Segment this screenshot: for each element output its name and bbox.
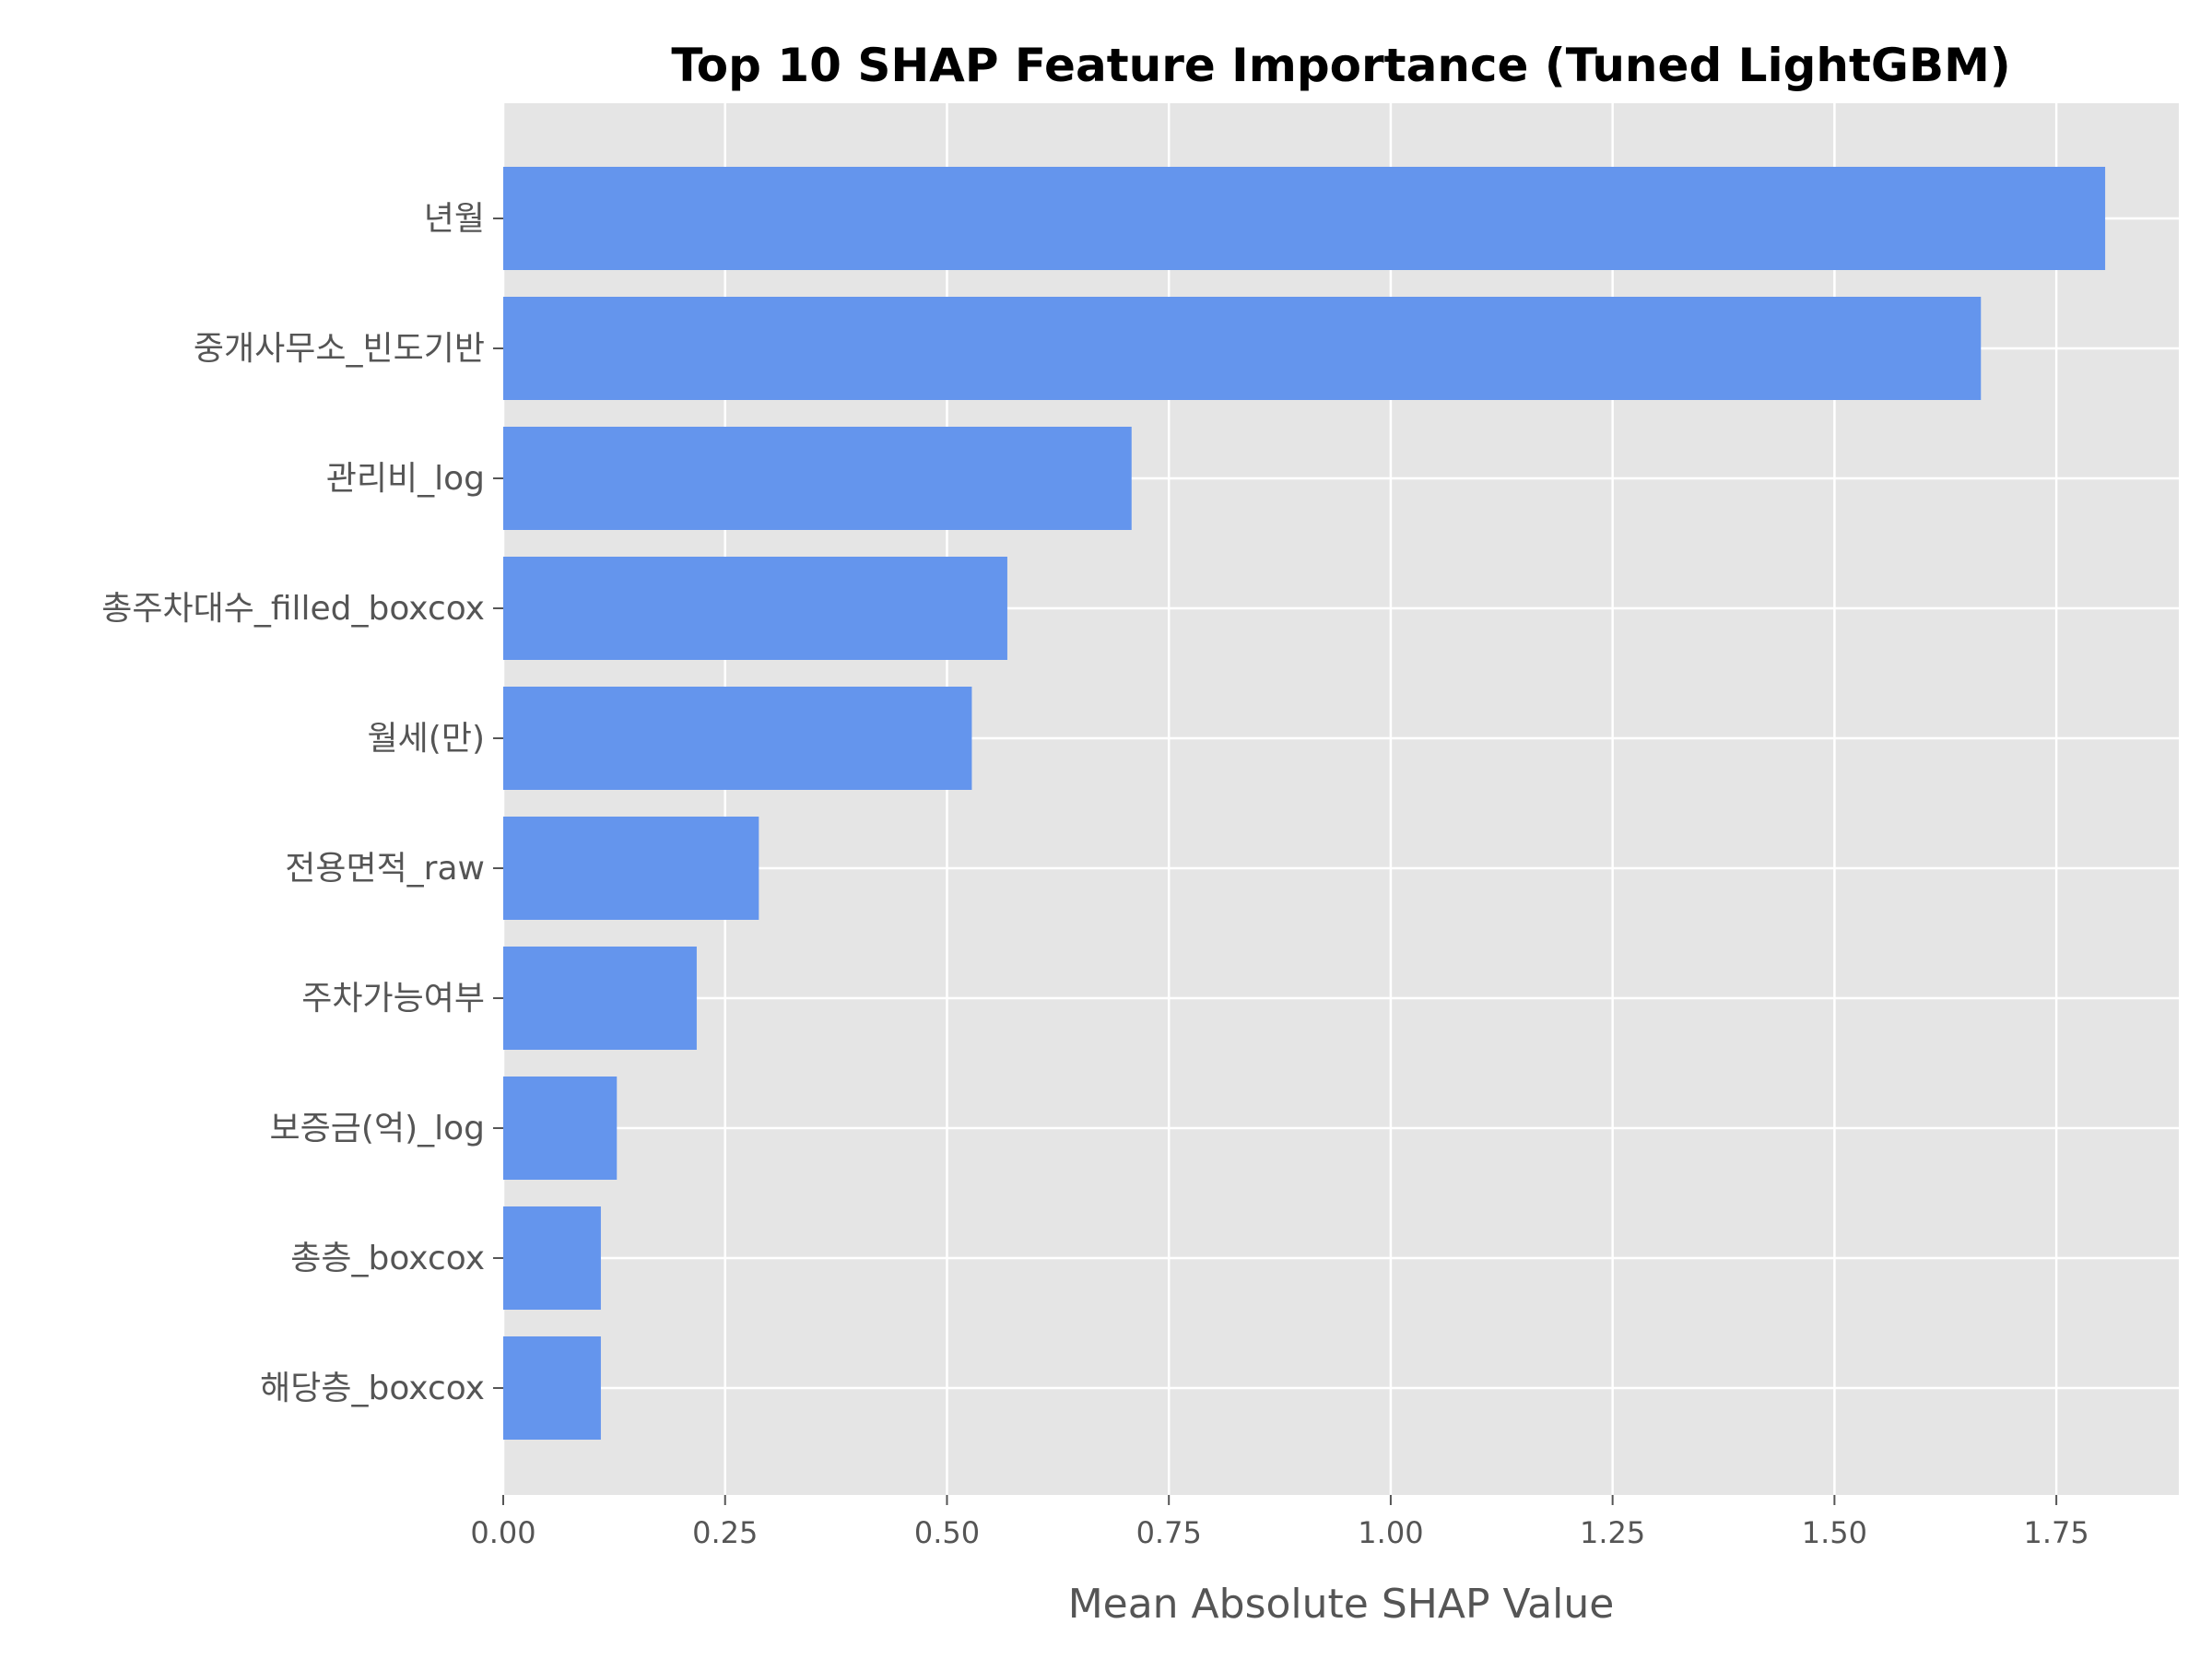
x-tick-label-5: 1.25 xyxy=(1580,1515,1645,1550)
x-axis: 0.00 0.25 0.50 0.75 1.00 1.25 1.50 1.75 xyxy=(470,1495,2089,1550)
x-tick-label-0: 0.00 xyxy=(470,1515,535,1550)
y-category-label-9: 해당층_boxcox xyxy=(260,1370,485,1407)
x-tick-label-4: 1.00 xyxy=(1358,1515,1423,1550)
x-tick-label-2: 0.50 xyxy=(914,1515,980,1550)
bar-layer xyxy=(503,167,2106,1440)
bar-9 xyxy=(503,1336,601,1440)
x-tick-label-6: 1.50 xyxy=(1802,1515,1867,1550)
y-category-label-2: 관리비_log xyxy=(326,460,485,498)
bar-2 xyxy=(503,427,1132,530)
chart-title: Top 10 SHAP Feature Importance (Tuned Li… xyxy=(671,39,2010,92)
y-category-label-0: 년월 xyxy=(424,200,485,238)
y-category-label-5: 전용면적_raw xyxy=(285,850,485,888)
y-category-label-3: 총주차대수_filled_boxcox xyxy=(101,590,485,628)
bar-8 xyxy=(503,1206,601,1310)
y-category-label-1: 중개사무소_빈도기반 xyxy=(194,330,485,368)
bar-3 xyxy=(503,557,1007,660)
x-axis-title: Mean Absolute SHAP Value xyxy=(1068,1581,1615,1628)
x-tick-label-1: 0.25 xyxy=(692,1515,758,1550)
bar-4 xyxy=(503,687,972,790)
y-category-label-6: 주차가능여부 xyxy=(301,980,485,1018)
x-tick-label-7: 1.75 xyxy=(2023,1515,2088,1550)
y-category-label-8: 총층_boxcox xyxy=(290,1240,485,1277)
y-category-label-7: 보증금(억)_log xyxy=(270,1110,485,1147)
x-tick-label-3: 0.75 xyxy=(1136,1515,1202,1550)
bar-5 xyxy=(503,817,759,920)
y-category-label-4: 월세(만) xyxy=(368,720,485,758)
bar-0 xyxy=(503,167,2106,270)
bar-6 xyxy=(503,947,697,1050)
bar-1 xyxy=(503,297,1982,400)
bar-7 xyxy=(503,1077,618,1180)
